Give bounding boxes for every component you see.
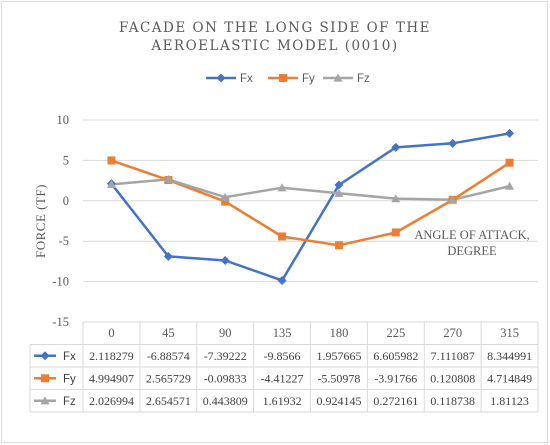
table-cell-fx: 7.111087 <box>431 349 475 363</box>
data-point-fy <box>107 156 116 165</box>
table-cell-fz: 0.118738 <box>430 394 475 408</box>
data-point-fx <box>163 251 173 261</box>
table-cell-fy: -3.91766 <box>374 371 417 385</box>
x-category-label: 180 <box>330 326 349 340</box>
axis-annotation-line: ANGLE OF ATTACK, <box>414 228 529 242</box>
table-row-label-fx: Fx <box>63 351 76 363</box>
data-point-fx <box>220 256 230 266</box>
table-cell-fz: 0.272161 <box>373 394 418 408</box>
table-key-marker-fy <box>41 374 49 383</box>
data-point-fx <box>391 142 401 152</box>
data-point-fz <box>448 195 458 204</box>
y-tick-label: -10 <box>52 275 69 289</box>
y-tick-label: -5 <box>59 234 69 248</box>
table-cell-fx: -9.8566 <box>264 349 301 363</box>
table-cell-fy: -4.41227 <box>261 371 304 385</box>
x-category-label: 135 <box>273 326 292 340</box>
data-point-fz <box>505 181 515 190</box>
x-category-label: 225 <box>386 326 405 340</box>
legend-label-fx: Fx <box>240 73 253 85</box>
data-point-fx <box>334 180 344 190</box>
table-cell-fy: 0.120808 <box>430 371 475 385</box>
table-key-marker-fz <box>40 396 50 405</box>
data-point-fz <box>391 194 401 203</box>
table-row-label-fz: Fz <box>63 396 76 408</box>
table-row-label-fy: Fy <box>63 373 76 385</box>
axis-annotation-line: DEGREE <box>447 244 497 258</box>
table-cell-fy: 4.994907 <box>89 371 134 385</box>
x-category-label: 45 <box>162 326 175 340</box>
data-point-fx <box>505 128 515 138</box>
x-category-label: 0 <box>108 326 114 340</box>
table-cell-fz: 2.654571 <box>146 394 191 408</box>
data-point-fx <box>277 275 287 285</box>
table-cell-fz: 0.924145 <box>316 394 361 408</box>
table-cell-fx: 8.344991 <box>487 349 532 363</box>
series-line-fz <box>111 178 510 202</box>
legend-label-fy: Fy <box>302 73 315 85</box>
data-point-fz <box>220 192 230 201</box>
legend-marker-fy <box>279 74 287 82</box>
x-category-label: 90 <box>219 326 232 340</box>
data-point-fz <box>163 174 173 183</box>
data-point-fy <box>221 197 230 206</box>
table-cell-fx: 6.605982 <box>373 349 418 363</box>
series-line-fy <box>110 159 511 247</box>
legend-marker-fz <box>333 73 343 82</box>
table-cell-fy: -0.09833 <box>204 371 247 385</box>
series-line-fx <box>110 132 510 282</box>
table-key-marker-fx <box>40 351 50 361</box>
table-cell-fz: 1.81123 <box>490 394 529 408</box>
data-point-fz <box>277 183 287 192</box>
table-cell-fy: 2.565729 <box>146 371 191 385</box>
data-point-fy <box>505 158 514 167</box>
data-point-fz <box>106 179 116 189</box>
table-cell-fx: 2.118279 <box>89 349 134 363</box>
table-cell-fz: 0.443809 <box>203 394 248 408</box>
table-cell-fx: -7.39222 <box>204 349 247 363</box>
y-tick-label: -15 <box>52 315 69 329</box>
x-category-label: 315 <box>500 326 519 340</box>
y-tick-label: 5 <box>63 153 69 167</box>
table-cell-fz: 2.026994 <box>89 394 134 408</box>
table-cell-fy: -5.50978 <box>317 371 360 385</box>
data-point-fy <box>334 241 343 250</box>
data-point-fy <box>278 232 287 241</box>
data-point-fy <box>391 228 400 237</box>
y-tick-label: 0 <box>63 194 69 208</box>
table-cell-fx: -6.88574 <box>147 349 190 363</box>
table-cell-fz: 1.61932 <box>263 394 302 408</box>
table-cell-fx: 1.957665 <box>316 349 361 363</box>
y-axis-label: FORCE (TF) <box>33 184 48 258</box>
y-tick-label: 10 <box>57 113 70 127</box>
table-cell-fy: 4.714849 <box>487 371 532 385</box>
chart-title-line: AEROELASTIC MODEL (0010) <box>150 38 398 54</box>
chart-title-line: FACADE ON THE LONG SIDE OF THE <box>119 20 431 36</box>
legend-label-fz: Fz <box>357 73 370 85</box>
data-point-fz <box>334 188 344 197</box>
legend-marker-fx <box>216 73 226 83</box>
data-point-fx <box>448 138 458 148</box>
x-category-label: 270 <box>443 326 462 340</box>
